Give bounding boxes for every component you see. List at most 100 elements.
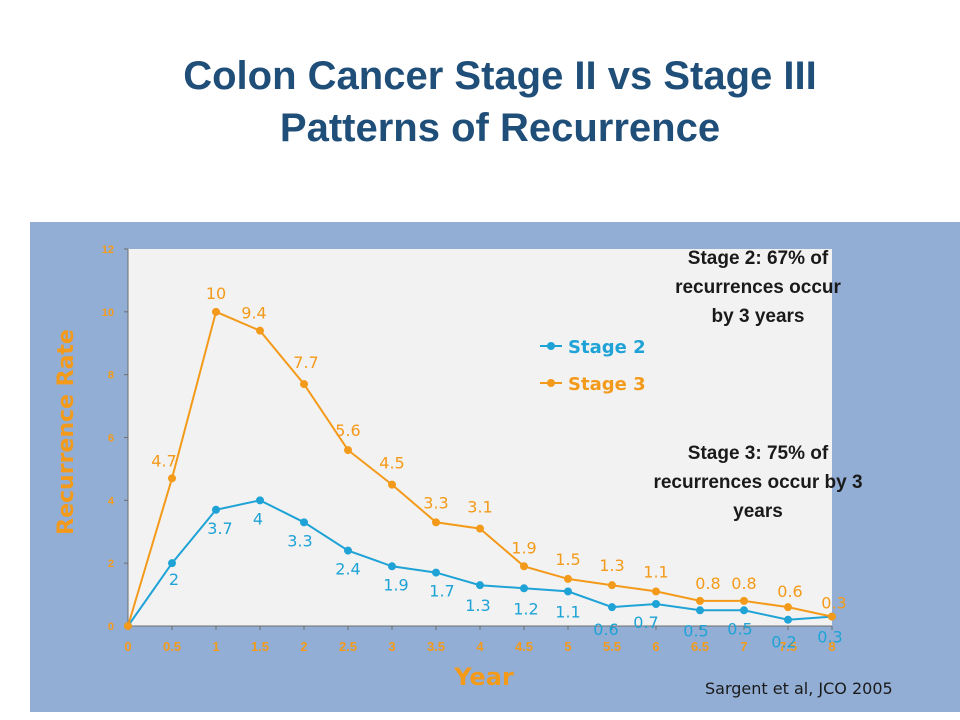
stage2-annotation-line-2: recurrences occur <box>675 277 841 298</box>
stage2-data-label: 0.5 <box>727 619 752 638</box>
stage2-data-label: 1.3 <box>465 596 490 615</box>
stage2-annotation: Stage 2: 67% of recurrences occur by 3 y… <box>620 244 896 331</box>
stage3-annotation-line-2: recurrences occur by 3 <box>653 472 863 493</box>
y-axis-title: Recurrence Rate <box>54 329 79 535</box>
stage2-point <box>740 606 748 615</box>
stage2-point <box>608 603 616 612</box>
stage3-legend-label: Stage 3 <box>568 374 646 395</box>
x-tick-label: 5 <box>564 639 571 654</box>
stage3-data-label: 7.7 <box>293 353 318 372</box>
stage2-point <box>168 559 176 568</box>
stage2-data-label: 1.7 <box>429 582 454 601</box>
stage3-point <box>520 562 528 571</box>
citation: Sargent et al, JCO 2005 <box>705 679 893 698</box>
stage2-legend-label: Stage 2 <box>568 337 646 358</box>
stage3-point <box>344 446 352 455</box>
x-tick-label: 8 <box>828 639 835 654</box>
x-tick-label: 1 <box>212 639 219 654</box>
stage3-point <box>784 603 792 612</box>
stage2-data-label: 3.7 <box>207 519 232 538</box>
x-tick-label: 6 <box>652 639 659 654</box>
stage2-point <box>652 600 660 609</box>
stage3-data-label: 1.1 <box>643 562 668 581</box>
stage3-point <box>212 307 220 316</box>
stage3-point <box>432 518 440 527</box>
x-tick-label: 1.5 <box>251 639 269 654</box>
stage2-point <box>344 546 352 555</box>
stage3-point <box>564 574 572 583</box>
stage2-point <box>696 606 704 615</box>
stage2-data-label: 1.1 <box>555 602 580 621</box>
stage2-annotation-line-3: by 3 years <box>711 306 805 327</box>
stage3-data-label: 9.4 <box>241 304 266 323</box>
slide-title-line-1: Colon Cancer Stage II vs Stage III <box>183 54 817 98</box>
x-tick-label: 2 <box>300 639 307 654</box>
stage3-data-label: 0.8 <box>731 574 756 593</box>
stage3-point <box>300 380 308 389</box>
stage2-point <box>256 496 264 505</box>
x-axis-title: Year <box>453 663 514 691</box>
stage3-data-label: 1.9 <box>511 538 536 557</box>
stage2-data-label: 0.3 <box>817 628 842 647</box>
y-tick-label: 10 <box>102 307 114 319</box>
stage3-data-label: 1.3 <box>599 556 624 575</box>
stage3-data-label: 10 <box>206 284 226 303</box>
stage2-data-label: 0.5 <box>683 621 708 640</box>
stage2-data-label: 4 <box>253 509 263 528</box>
stage2-data-label: 2.4 <box>335 560 360 579</box>
stage3-data-label: 0.6 <box>777 582 802 601</box>
stage3-annotation-line-1: Stage 3: 75% of <box>687 443 829 464</box>
stage3-point <box>652 587 660 596</box>
stage2-point <box>476 581 484 590</box>
x-tick-label: 6.5 <box>691 639 709 654</box>
stage3-data-label: 1.5 <box>555 550 580 569</box>
stage3-point <box>168 474 176 483</box>
stage2-point <box>564 587 572 596</box>
y-tick-label: 8 <box>108 370 114 382</box>
stage3-data-label: 4.5 <box>379 454 404 473</box>
stage3-point <box>476 524 484 533</box>
stage2-data-label: 2 <box>169 570 179 589</box>
stage2-data-label: 0.2 <box>771 633 796 652</box>
x-tick-label: 5.5 <box>603 639 621 654</box>
stage2-point <box>388 562 396 571</box>
stage2-point <box>520 584 528 593</box>
stage3-data-label: 3.3 <box>423 493 448 512</box>
stage2-point <box>784 615 792 624</box>
stage3-point <box>740 596 748 605</box>
stage3-data-label: 3.1 <box>467 498 492 517</box>
stage3-data-label: 5.6 <box>335 421 360 440</box>
stage3-data-label: 0.8 <box>695 574 720 593</box>
x-tick-label: 3 <box>388 639 395 654</box>
stage2-data-label: 1.2 <box>513 599 538 618</box>
x-tick-label: 2.5 <box>339 639 357 654</box>
x-tick-label: 0 <box>124 639 131 654</box>
y-tick-label: 4 <box>108 495 115 507</box>
y-tick-label: 6 <box>108 433 114 445</box>
stage2-point <box>212 505 220 514</box>
stage2-point <box>300 518 308 527</box>
slide-title: Colon Cancer Stage II vs Stage III Patte… <box>0 50 960 154</box>
stage3-point <box>608 581 616 590</box>
stage3-data-label: 4.7 <box>151 451 176 470</box>
stage2-data-label: 0.6 <box>593 620 618 639</box>
stage3-point <box>256 326 264 335</box>
x-tick-label: 4.5 <box>515 639 533 654</box>
x-tick-label: 4 <box>476 639 484 654</box>
y-tick-label: 2 <box>108 558 114 570</box>
stage3-annotation: Stage 3: 75% of recurrences occur by 3 y… <box>598 439 918 526</box>
x-tick-label: 7.5 <box>779 639 797 654</box>
x-tick-label: 3.5 <box>427 639 445 654</box>
plot-area <box>128 249 832 626</box>
stage3-point <box>124 622 132 630</box>
slide-title-line-2: Patterns of Recurrence <box>279 106 721 150</box>
stage3-annotation-line-3: years <box>733 501 783 522</box>
stage2-point <box>432 568 440 577</box>
stage3-legend-marker <box>547 379 555 387</box>
stage2-data-label: 1.9 <box>383 575 408 594</box>
stage3-point <box>388 480 396 489</box>
stage2-annotation-line-1: Stage 2: 67% of <box>687 248 829 269</box>
stage2-legend-marker <box>547 342 555 350</box>
stage3-data-label: 0.3 <box>821 594 846 613</box>
